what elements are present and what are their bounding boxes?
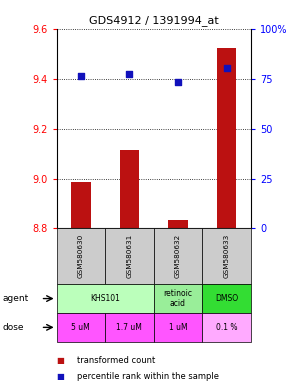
Bar — [57, 313, 105, 342]
Text: percentile rank within the sample: percentile rank within the sample — [77, 372, 219, 381]
Bar — [105, 228, 154, 284]
Text: GSM580632: GSM580632 — [175, 234, 181, 278]
Bar — [120, 150, 139, 228]
Text: 0.1 %: 0.1 % — [216, 323, 237, 332]
Bar — [202, 228, 251, 284]
Text: retinoic
acid: retinoic acid — [164, 289, 193, 308]
Text: transformed count: transformed count — [77, 356, 155, 366]
Text: ■: ■ — [57, 372, 64, 381]
Bar — [154, 313, 202, 342]
Text: 1 uM: 1 uM — [169, 323, 187, 332]
Bar — [57, 228, 105, 284]
Text: KHS101: KHS101 — [90, 294, 120, 303]
Bar — [202, 284, 251, 313]
Bar — [71, 182, 90, 228]
Point — [79, 73, 83, 79]
Text: dose: dose — [3, 323, 24, 332]
Text: ■: ■ — [57, 356, 64, 366]
Text: GSM580630: GSM580630 — [78, 234, 84, 278]
Text: 5 uM: 5 uM — [71, 323, 90, 332]
Bar — [154, 284, 202, 313]
Bar — [154, 228, 202, 284]
Bar — [168, 220, 188, 228]
Bar — [202, 313, 251, 342]
Text: GSM580631: GSM580631 — [126, 234, 133, 278]
Point — [176, 79, 180, 85]
Bar — [217, 48, 236, 228]
Text: DMSO: DMSO — [215, 294, 238, 303]
Title: GDS4912 / 1391994_at: GDS4912 / 1391994_at — [89, 15, 219, 26]
Text: GSM580633: GSM580633 — [224, 234, 230, 278]
Text: agent: agent — [3, 294, 29, 303]
Text: 1.7 uM: 1.7 uM — [117, 323, 142, 332]
Point — [224, 65, 229, 71]
Bar — [105, 313, 154, 342]
Bar — [57, 284, 154, 313]
Point — [127, 71, 132, 77]
